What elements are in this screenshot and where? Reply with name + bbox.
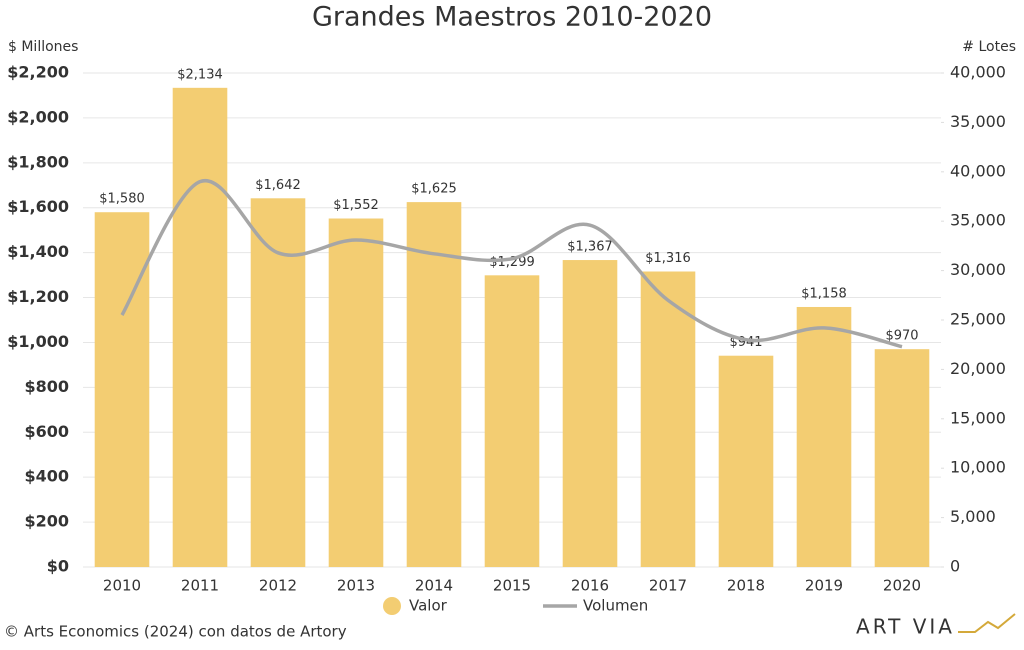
y2-tick-label: 35,000	[950, 211, 1006, 230]
y-tick-label: $200	[24, 512, 69, 531]
bar	[328, 218, 384, 568]
legend-swatch	[383, 597, 401, 615]
data-label: $1,367	[567, 240, 613, 255]
x-tick-label: 2016	[571, 577, 609, 595]
bar	[172, 87, 228, 567]
x-tick-label: 2018	[727, 577, 765, 595]
data-label: $1,642	[255, 178, 301, 193]
y2-tick-label: 20,000	[950, 359, 1006, 378]
y2-tick-label: 35,000	[950, 112, 1006, 131]
data-label: $1,580	[99, 192, 145, 207]
y-tick-label: $1,000	[7, 332, 69, 351]
legend-label: Volumen	[583, 597, 648, 615]
y-tick-label: $400	[24, 467, 69, 486]
bar	[640, 271, 696, 567]
x-tick-label: 2015	[493, 577, 531, 595]
data-label: $970	[885, 329, 918, 344]
data-label: $2,134	[177, 67, 223, 82]
y2-tick-label: 5,000	[950, 507, 996, 526]
y-tick-label: $0	[47, 557, 69, 576]
data-label: $1,552	[333, 198, 379, 213]
y-tick-label: $2,200	[7, 63, 69, 82]
bar	[874, 349, 930, 567]
y2-axis-label: # Lotes	[962, 39, 1016, 55]
chart-title: Grandes Maestros 2010-2020	[312, 2, 712, 33]
bar	[562, 260, 618, 567]
logo: ART VIA	[856, 615, 955, 639]
line	[120, 178, 903, 349]
y-tick-label: $2,000	[7, 107, 69, 126]
bar	[718, 355, 774, 567]
x-tick-label: 2010	[103, 577, 141, 595]
x-tick-label: 2014	[415, 577, 453, 595]
x-tick-label: 2012	[259, 577, 297, 595]
y-axis-label: $ Millones	[8, 39, 78, 55]
y2-tick-label: 40,000	[950, 161, 1006, 180]
bar	[796, 306, 852, 567]
x-tick-label: 2017	[649, 577, 687, 595]
bar	[250, 198, 306, 567]
data-label: $1,158	[801, 286, 847, 301]
y-tick-label: $1,400	[7, 242, 69, 261]
bar	[406, 202, 462, 567]
x-tick-label: 2019	[805, 577, 843, 595]
data-label: $1,316	[645, 251, 691, 266]
y-tick-label: $600	[24, 422, 69, 441]
x-tick-label: 2011	[181, 577, 219, 595]
y2-tick-label: 15,000	[950, 408, 1006, 427]
x-tick-label: 2020	[883, 577, 921, 595]
y-tick-label: $800	[24, 377, 69, 396]
y2-tick-label: 40,000	[950, 63, 1006, 82]
bar	[94, 212, 150, 567]
x-tick-label: 2013	[337, 577, 375, 595]
y-tick-label: $1,600	[7, 197, 69, 216]
bar	[484, 275, 540, 567]
legend-label: Valor	[409, 597, 448, 615]
y-tick-label: $1,800	[7, 152, 69, 171]
y2-tick-label: 10,000	[950, 458, 1006, 477]
data-label: $1,625	[411, 182, 457, 197]
y2-tick-label: 25,000	[950, 310, 1006, 329]
y2-tick-label: 0	[950, 557, 960, 576]
logo-mark	[958, 613, 1016, 633]
y-tick-label: $1,200	[7, 287, 69, 306]
y2-tick-label: 30,000	[950, 260, 1006, 279]
source: © Arts Economics (2024) con datos de Art…	[4, 623, 347, 641]
